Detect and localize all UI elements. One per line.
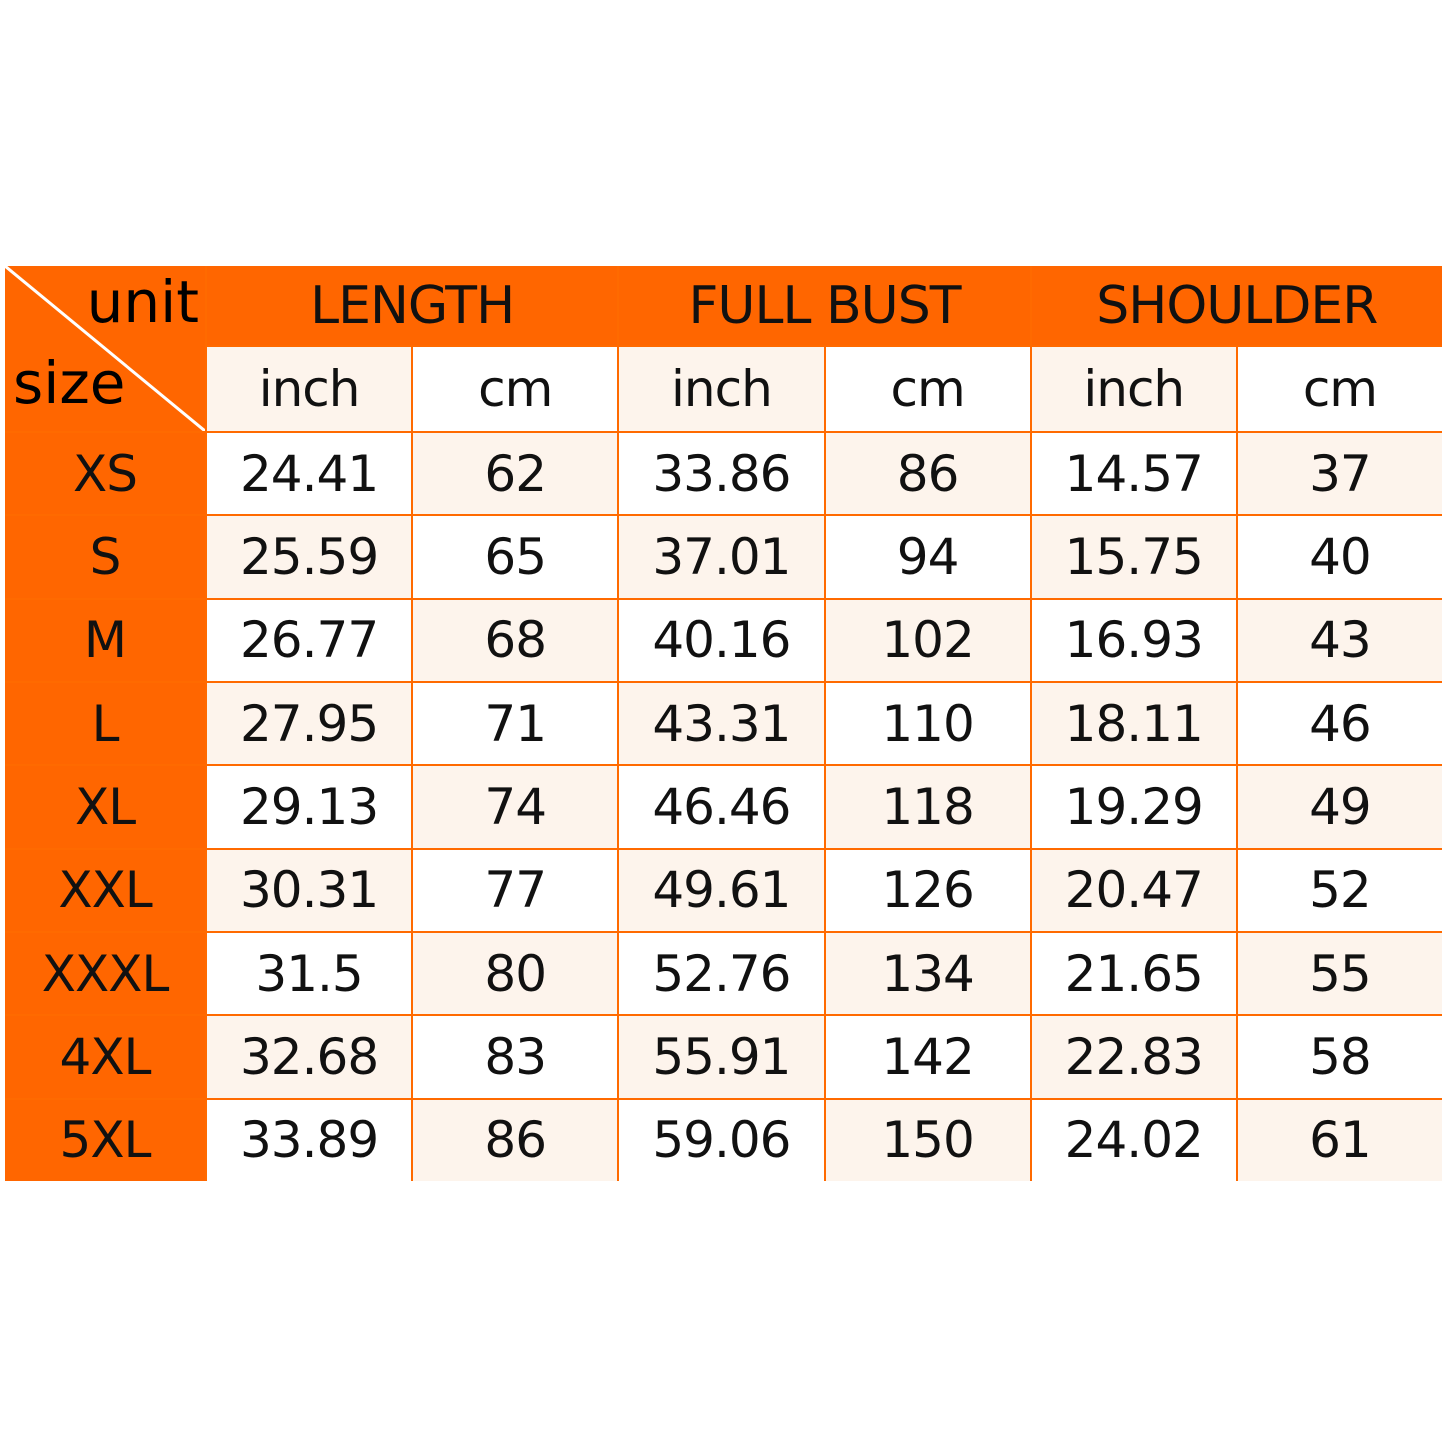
table-cell: 59.06 bbox=[619, 1099, 824, 1181]
unit-header: cm bbox=[825, 347, 1030, 431]
size-label: M bbox=[5, 599, 205, 681]
table-cell: 15.75 bbox=[1031, 516, 1236, 598]
size-label: XXXL bbox=[5, 933, 205, 1015]
table-cell: 94 bbox=[825, 516, 1030, 598]
table-cell: 150 bbox=[825, 1099, 1030, 1181]
group-header: FULL BUST bbox=[619, 266, 1030, 345]
table-cell: 20.47 bbox=[1031, 849, 1236, 931]
group-header: SHOULDER bbox=[1031, 266, 1442, 345]
table-cell: 65 bbox=[413, 516, 618, 598]
table-cell: 31.5 bbox=[207, 933, 412, 1015]
table-cell: 55 bbox=[1237, 933, 1442, 1015]
table-cell: 46 bbox=[1237, 683, 1442, 765]
group-header: LENGTH bbox=[207, 266, 618, 345]
table-cell: 43.31 bbox=[619, 683, 824, 765]
table-cell: 80 bbox=[413, 933, 618, 1015]
table-cell: 40.16 bbox=[619, 599, 824, 681]
table-cell: 37.01 bbox=[619, 516, 824, 598]
table-cell: 25.59 bbox=[207, 516, 412, 598]
table-cell: 14.57 bbox=[1031, 433, 1236, 515]
table-cell: 22.83 bbox=[1031, 1016, 1236, 1098]
size-label: L bbox=[5, 683, 205, 765]
table-cell: 19.29 bbox=[1031, 766, 1236, 848]
diagonal-divider bbox=[5, 266, 205, 431]
table-cell: 118 bbox=[825, 766, 1030, 848]
size-label: XXL bbox=[5, 849, 205, 931]
table-cell: 83 bbox=[413, 1016, 618, 1098]
table-cell: 24.41 bbox=[207, 433, 412, 515]
table-cell: 58 bbox=[1237, 1016, 1442, 1098]
table-cell: 21.65 bbox=[1031, 933, 1236, 1015]
corner-header-cell: unit size bbox=[5, 266, 205, 431]
unit-header: cm bbox=[413, 347, 618, 431]
table-cell: 74 bbox=[413, 766, 618, 848]
table-cell: 16.93 bbox=[1031, 599, 1236, 681]
table-cell: 43 bbox=[1237, 599, 1442, 681]
size-label: XS bbox=[5, 433, 205, 515]
table-cell: 134 bbox=[825, 933, 1030, 1015]
table-cell: 61 bbox=[1237, 1099, 1442, 1181]
table-cell: 49 bbox=[1237, 766, 1442, 848]
table-cell: 62 bbox=[413, 433, 618, 515]
table-cell: 49.61 bbox=[619, 849, 824, 931]
table-cell: 33.86 bbox=[619, 433, 824, 515]
table-cell: 86 bbox=[413, 1099, 618, 1181]
table-cell: 37 bbox=[1237, 433, 1442, 515]
size-chart-table: unit size LENGTH FULL BUST SHOULDER inch cm i… bbox=[5, 266, 1442, 1181]
size-label: 4XL bbox=[5, 1016, 205, 1098]
table-cell: 40 bbox=[1237, 516, 1442, 598]
size-label: XL bbox=[5, 766, 205, 848]
unit-header: inch bbox=[1031, 347, 1236, 431]
table-cell: 77 bbox=[413, 849, 618, 931]
table-cell: 71 bbox=[413, 683, 618, 765]
unit-header: inch bbox=[619, 347, 824, 431]
table-cell: 86 bbox=[825, 433, 1030, 515]
table-cell: 52.76 bbox=[619, 933, 824, 1015]
table-cell: 24.02 bbox=[1031, 1099, 1236, 1181]
table-cell: 110 bbox=[825, 683, 1030, 765]
unit-header: cm bbox=[1237, 347, 1442, 431]
table-cell: 126 bbox=[825, 849, 1030, 931]
table-cell: 142 bbox=[825, 1016, 1030, 1098]
table-cell: 33.89 bbox=[207, 1099, 412, 1181]
table-cell: 32.68 bbox=[207, 1016, 412, 1098]
unit-label: unit bbox=[86, 268, 199, 336]
table-cell: 52 bbox=[1237, 849, 1442, 931]
table-cell: 27.95 bbox=[207, 683, 412, 765]
table-cell: 30.31 bbox=[207, 849, 412, 931]
table-cell: 18.11 bbox=[1031, 683, 1236, 765]
size-label: 5XL bbox=[5, 1099, 205, 1181]
table-cell: 29.13 bbox=[207, 766, 412, 848]
unit-header: inch bbox=[207, 347, 412, 431]
size-label: S bbox=[5, 516, 205, 598]
table-cell: 102 bbox=[825, 599, 1030, 681]
table-cell: 68 bbox=[413, 599, 618, 681]
size-label: size bbox=[13, 349, 126, 417]
table-cell: 26.77 bbox=[207, 599, 412, 681]
table-cell: 55.91 bbox=[619, 1016, 824, 1098]
table-cell: 46.46 bbox=[619, 766, 824, 848]
